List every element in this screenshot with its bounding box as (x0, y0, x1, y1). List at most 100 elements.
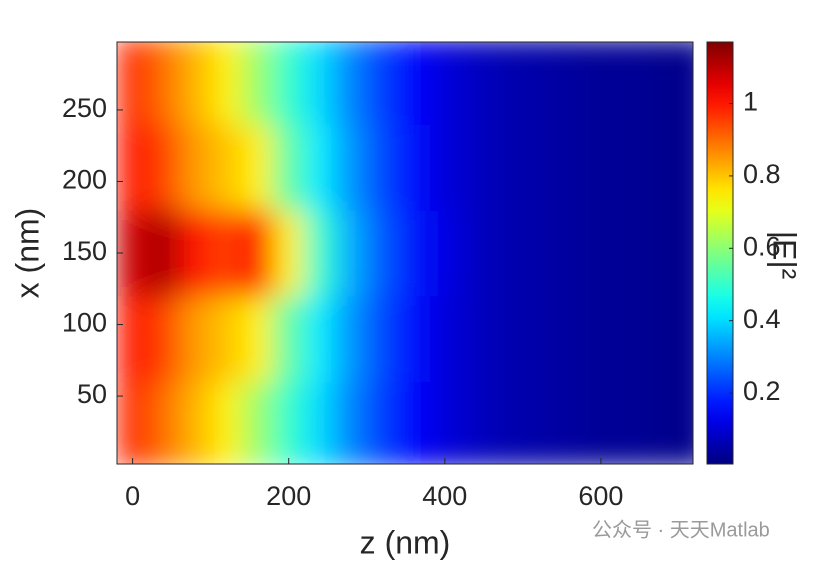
heat-cell (678, 166, 693, 211)
heat-cell (241, 295, 274, 340)
heat-cell (241, 166, 274, 211)
heat-cell (147, 166, 180, 211)
heat-cell (584, 252, 618, 297)
colorbar-tick-label: 0.6 (743, 231, 781, 261)
heat-cell (616, 166, 649, 211)
heat-cell (366, 295, 399, 340)
heat-cell (210, 381, 243, 426)
heat-cell (491, 252, 524, 297)
heat-cell (459, 166, 493, 211)
heat-cell (210, 166, 243, 211)
heat-cell (553, 166, 586, 211)
heat-cell (678, 381, 693, 426)
heat-cell (241, 338, 274, 383)
heat-cell (397, 123, 430, 168)
heat-cell (553, 42, 586, 82)
heat-cell (241, 252, 274, 297)
heat-cell (335, 166, 368, 211)
heat-cell (335, 381, 368, 426)
heat-cell (553, 252, 586, 297)
colorbar-tick-label: 1 (743, 87, 758, 117)
heat-cell (522, 123, 555, 168)
heat-cell (491, 295, 524, 340)
heat-cell (303, 295, 337, 340)
heat-cell (117, 252, 149, 297)
heat-cell (491, 338, 524, 383)
heat-cell (147, 209, 180, 254)
x-axis-label: z (nm) (360, 524, 451, 560)
heat-cell (397, 338, 430, 383)
heat-cell (522, 295, 555, 340)
heat-cell (522, 80, 555, 125)
heat-cell (178, 80, 212, 125)
colorbar (706, 41, 734, 465)
heat-cell (616, 424, 649, 464)
heat-cell (272, 80, 305, 125)
heat-cell (178, 166, 212, 211)
heat-cell (147, 381, 180, 426)
heat-cell (428, 80, 461, 125)
heat-cell (241, 381, 274, 426)
colorbar-tick-label: 0.4 (743, 304, 781, 334)
heat-cell (272, 166, 305, 211)
heat-cell (272, 424, 305, 464)
heat-cell (584, 209, 618, 254)
heat-cell (241, 80, 274, 125)
heat-cell (584, 338, 618, 383)
heat-cell (366, 42, 399, 82)
heat-cell (147, 338, 180, 383)
heat-cell (335, 252, 368, 297)
heat-cell (303, 123, 337, 168)
heat-cell (303, 166, 337, 211)
heat-cell (147, 80, 180, 125)
heat-cell (303, 42, 337, 82)
heat-cell (553, 80, 586, 125)
heat-cell (335, 123, 368, 168)
watermark: 公众号 · 天天Matlab (592, 518, 770, 541)
heat-cell (178, 338, 212, 383)
heat-cell (491, 381, 524, 426)
heat-cell (178, 295, 212, 340)
colorbar-tick-label: 0.8 (743, 159, 781, 189)
heat-cell (366, 123, 399, 168)
heat-cell (678, 338, 693, 383)
heat-cell (272, 338, 305, 383)
heat-cell (522, 252, 555, 297)
heat-cell (303, 252, 337, 297)
heat-cell (272, 42, 305, 82)
heat-cell (147, 123, 180, 168)
heat-cell (553, 123, 586, 168)
heat-cell (459, 295, 493, 340)
heat-cell (616, 42, 649, 82)
heat-cell (366, 209, 399, 254)
heat-cell (272, 295, 305, 340)
heat-cell (241, 424, 274, 464)
y-tick-label: 50 (77, 379, 107, 409)
heatmap (117, 42, 693, 464)
heat-cell (397, 166, 430, 211)
heat-cell (272, 252, 305, 297)
heat-cell (366, 424, 399, 464)
heat-cell (584, 295, 618, 340)
heat-cell (147, 295, 180, 340)
heat-cell (553, 381, 586, 426)
heat-cell (616, 209, 649, 254)
heat-cell (491, 80, 524, 125)
heat-cell (117, 209, 149, 254)
heat-cell (178, 209, 212, 254)
heat-cell (335, 338, 368, 383)
heat-cell (335, 209, 368, 254)
heat-cell (366, 381, 399, 426)
heat-cell (147, 42, 180, 82)
heat-cell (491, 424, 524, 464)
x-tick-label: 600 (578, 481, 623, 511)
y-tick-label: 100 (62, 308, 107, 338)
y-axis-label: x (nm) (9, 208, 45, 299)
heat-cell (459, 252, 493, 297)
heat-cell (241, 42, 274, 82)
heat-cell (397, 295, 430, 340)
heat-cell (117, 123, 149, 168)
heat-cell (616, 381, 649, 426)
heat-cell (428, 424, 461, 464)
